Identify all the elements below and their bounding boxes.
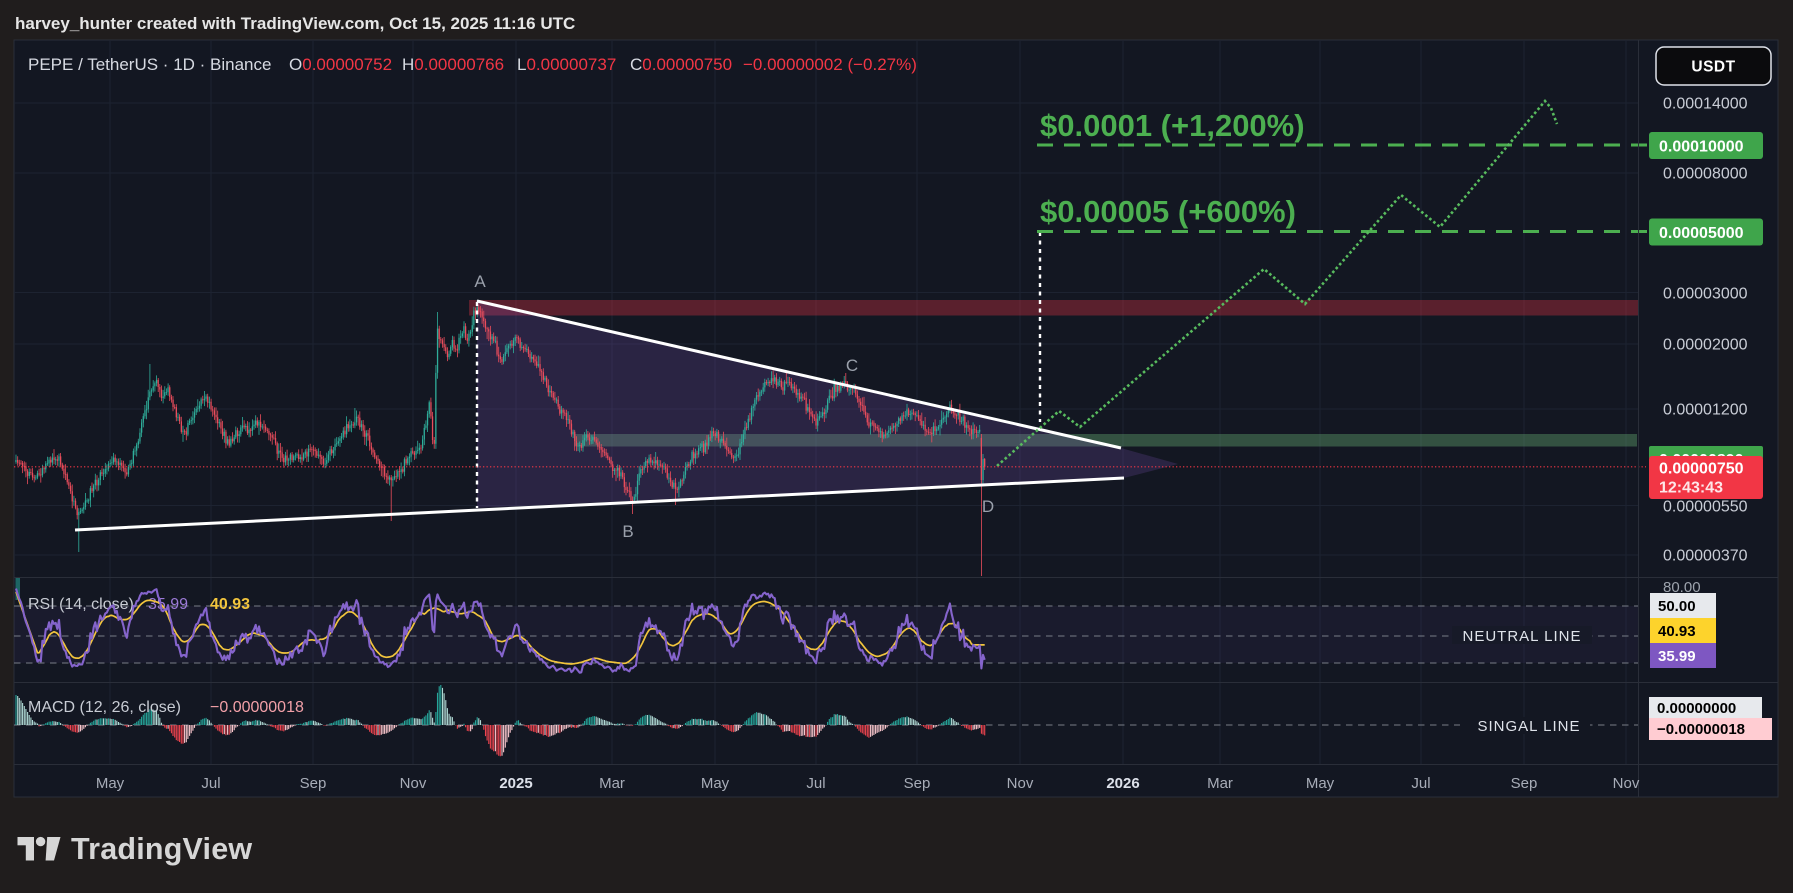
svg-text:Nov: Nov	[1613, 775, 1640, 792]
svg-text:MACD (12, 26, close): MACD (12, 26, close)	[28, 699, 181, 716]
svg-text:0.00000550: 0.00000550	[1663, 499, 1748, 516]
svg-text:Sep: Sep	[904, 775, 931, 792]
svg-text:RSI (14, close): RSI (14, close)	[28, 596, 134, 613]
svg-text:−0.00000018: −0.00000018	[1657, 721, 1745, 738]
svg-text:C: C	[846, 356, 858, 375]
svg-text:Sep: Sep	[1511, 775, 1538, 792]
svg-text:−0.00000002 (−0.27%): −0.00000002 (−0.27%)	[743, 55, 917, 74]
svg-text:0.00002000: 0.00002000	[1663, 337, 1748, 354]
svg-text:0.00003000: 0.00003000	[1663, 286, 1748, 303]
svg-text:B: B	[622, 522, 633, 541]
svg-text:50.00: 50.00	[1658, 598, 1696, 615]
svg-text:$0.00005 (+600%): $0.00005 (+600%)	[1040, 194, 1296, 229]
svg-text:SINGAL LINE: SINGAL LINE	[1478, 718, 1581, 735]
svg-text:D: D	[982, 497, 994, 516]
svg-text:−0.00000018: −0.00000018	[210, 699, 304, 716]
svg-text:May: May	[96, 775, 125, 792]
svg-text:$0.0001 (+1,200%): $0.0001 (+1,200%)	[1040, 108, 1305, 143]
svg-text:NEUTRAL LINE: NEUTRAL LINE	[1463, 628, 1582, 645]
svg-text:Jul: Jul	[806, 775, 825, 792]
svg-text:2025: 2025	[499, 775, 532, 792]
svg-text:May: May	[1306, 775, 1335, 792]
svg-text:80.00: 80.00	[1663, 579, 1701, 596]
svg-text:Mar: Mar	[599, 775, 625, 792]
svg-text:Jul: Jul	[1411, 775, 1430, 792]
svg-text:Sep: Sep	[300, 775, 327, 792]
svg-text:TradingView: TradingView	[71, 832, 252, 866]
svg-text:0.00000890: 0.00000890	[1659, 452, 1744, 469]
svg-text:40.93: 40.93	[1658, 623, 1696, 640]
svg-text:40.93: 40.93	[210, 596, 250, 613]
svg-text:Nov: Nov	[400, 775, 427, 792]
svg-text:Jul: Jul	[201, 775, 220, 792]
svg-text:C0.00000750: C0.00000750	[630, 55, 732, 74]
svg-text:0.00000370: 0.00000370	[1663, 548, 1748, 565]
svg-text:PEPE / TetherUS · 1D · Binance: PEPE / TetherUS · 1D · Binance	[28, 55, 271, 74]
svg-text:0.00000000: 0.00000000	[1657, 700, 1736, 717]
svg-text:0.00008000: 0.00008000	[1663, 166, 1748, 183]
svg-text:H0.00000766: H0.00000766	[402, 55, 504, 74]
svg-text:O0.00000752: O0.00000752	[289, 55, 392, 74]
svg-text:35.99: 35.99	[1658, 648, 1696, 665]
svg-text:May: May	[701, 775, 730, 792]
svg-text:0.00000750: 0.00000750	[1659, 461, 1744, 478]
svg-text:0.00014000: 0.00014000	[1663, 96, 1748, 113]
svg-text:12:43:43: 12:43:43	[1659, 480, 1723, 497]
svg-text:harvey_hunter created with Tra: harvey_hunter created with TradingView.c…	[15, 14, 575, 33]
svg-text:Mar: Mar	[1207, 775, 1233, 792]
svg-text:USDT: USDT	[1691, 59, 1735, 76]
svg-text:A: A	[474, 272, 486, 291]
svg-text:0.00001200: 0.00001200	[1663, 402, 1748, 419]
svg-text:0.00010000: 0.00010000	[1659, 139, 1744, 156]
svg-text:2026: 2026	[1106, 775, 1139, 792]
svg-text:L0.00000737: L0.00000737	[517, 55, 616, 74]
svg-text:Nov: Nov	[1007, 775, 1034, 792]
svg-text:0.00005000: 0.00005000	[1659, 225, 1744, 242]
